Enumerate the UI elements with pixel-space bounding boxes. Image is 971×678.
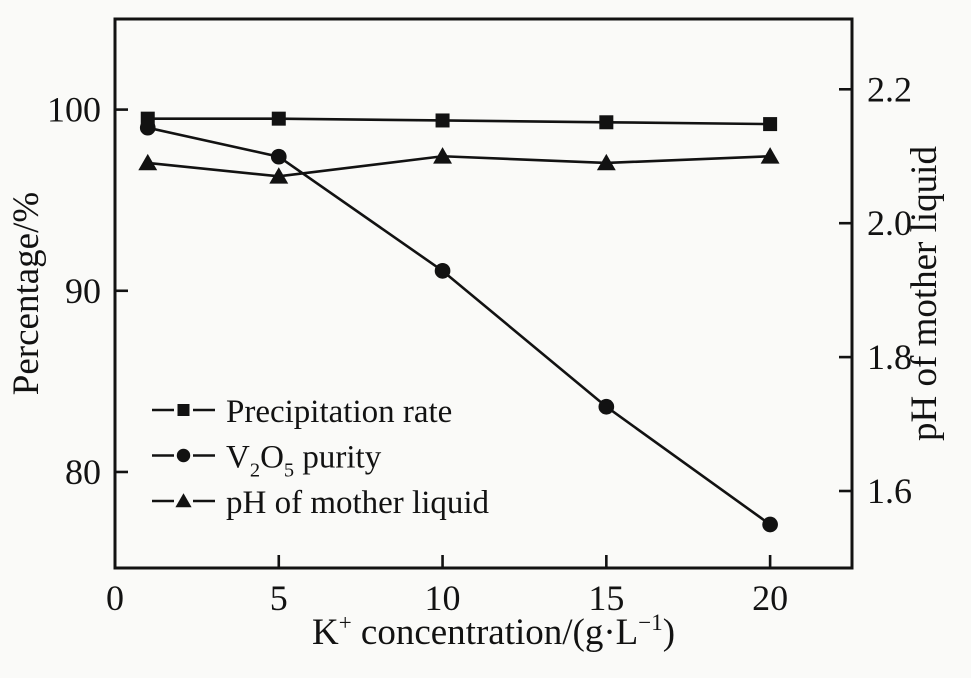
circle-marker-icon <box>762 516 778 533</box>
square-marker-icon <box>271 111 286 126</box>
legend-item: pH of mother liquid <box>152 485 490 521</box>
legend-triangle-icon <box>175 493 192 508</box>
series-circle <box>139 119 778 533</box>
legend-square-icon <box>177 404 190 416</box>
series-triangle <box>138 147 780 184</box>
y-right-tick-label: 2.2 <box>867 69 912 109</box>
legend-label: V2O5 purity <box>226 440 382 482</box>
legend-label: pH of mother liquid <box>226 485 490 521</box>
legend-item: Precipitation rate <box>152 394 452 430</box>
square-marker-icon <box>599 115 614 130</box>
square-marker-icon <box>435 113 450 128</box>
triangle-marker-icon <box>760 147 780 164</box>
y-right-axis-title: pH of mother liquid <box>904 146 945 441</box>
triangle-marker-icon <box>596 153 616 171</box>
y-right-tick-label: 2.0 <box>867 203 912 243</box>
triangle-marker-icon <box>433 147 453 164</box>
y-left-tick-label: 80 <box>65 452 101 492</box>
x-tick-label: 15 <box>588 578 624 618</box>
legend-label: Precipitation rate <box>226 394 452 430</box>
triangle-marker-icon <box>269 167 289 184</box>
triangle-marker-icon <box>138 153 158 171</box>
x-tick-label: 20 <box>752 578 788 618</box>
series-line <box>147 117 771 126</box>
series-square <box>140 111 778 132</box>
square-marker-icon <box>763 117 778 132</box>
circle-marker-icon <box>598 398 615 415</box>
circle-marker-icon <box>270 148 287 165</box>
circle-marker-icon <box>139 119 156 136</box>
y-left-axis-title: Percentage/% <box>6 192 47 395</box>
legend-item: V2O5 purity <box>152 440 382 482</box>
series-line <box>147 154 771 178</box>
x-axis-title: K+ concentration/(g·L−1) <box>312 610 675 653</box>
y-right-tick-label: 1.6 <box>867 471 912 511</box>
y-right-tick-label: 1.8 <box>867 337 912 377</box>
plot-frame <box>113 17 854 570</box>
x-tick-label: 10 <box>425 578 461 618</box>
x-tick-label: 5 <box>270 578 288 618</box>
circle-marker-icon <box>434 263 451 279</box>
y-left-tick-label: 90 <box>65 271 101 311</box>
x-tick-label: 0 <box>106 578 124 618</box>
y-left-tick-label: 100 <box>47 90 101 130</box>
legend-circle-icon <box>176 448 191 463</box>
